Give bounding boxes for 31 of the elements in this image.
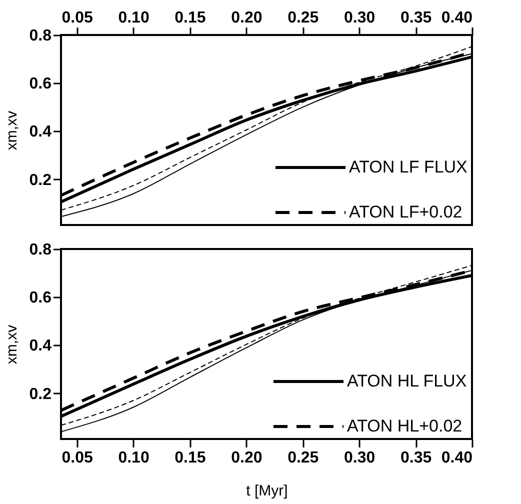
x-tick-label: 0.35: [400, 450, 432, 466]
x-tick-label: 0.10: [118, 10, 150, 26]
y-tick-label: 0.8: [29, 242, 52, 258]
y-tick-label: 0.4: [29, 338, 52, 355]
legend-label: ATON LF+0.02: [349, 202, 462, 222]
x-tick-label: 0.20: [231, 450, 262, 466]
x-tick-label: 0.25: [288, 450, 319, 466]
y-axis-title: xm,xv: [3, 324, 20, 364]
x-tick-label: 0.15: [174, 450, 206, 466]
y-tick-label: 0.8: [29, 28, 52, 44]
x-tick-label: 0.10: [118, 450, 150, 466]
y-tick-label: 0.2: [29, 386, 52, 403]
y-axis-title: xm,xv: [3, 110, 20, 150]
x-tick-label: 0.25: [288, 10, 319, 26]
x-tick-label: 0.40: [441, 10, 473, 26]
legend-label: ATON LF FLUX: [349, 158, 468, 176]
x-tick-label: 0.05: [62, 450, 93, 466]
y-tick-label: 0.4: [29, 124, 52, 141]
x-tick-label: 0.30: [344, 10, 376, 26]
x-tick-label: 0.35: [400, 10, 432, 26]
x-tick-label: 0.20: [231, 10, 262, 26]
y-tick-label: 0.2: [29, 172, 52, 189]
x-tick-label: 0.30: [344, 450, 376, 466]
legend-label: ATON HL FLUX: [347, 372, 467, 390]
y-tick-label: 0.6: [29, 76, 52, 93]
legend-label: ATON HL+0.02: [347, 416, 462, 436]
x-tick-label: 0.40: [441, 450, 473, 466]
x-tick-label: 0.15: [174, 10, 206, 26]
x-axis-title: t [Myr]: [246, 482, 288, 500]
x-tick-label: 0.05: [62, 10, 93, 26]
y-tick-label: 0.6: [29, 290, 52, 307]
